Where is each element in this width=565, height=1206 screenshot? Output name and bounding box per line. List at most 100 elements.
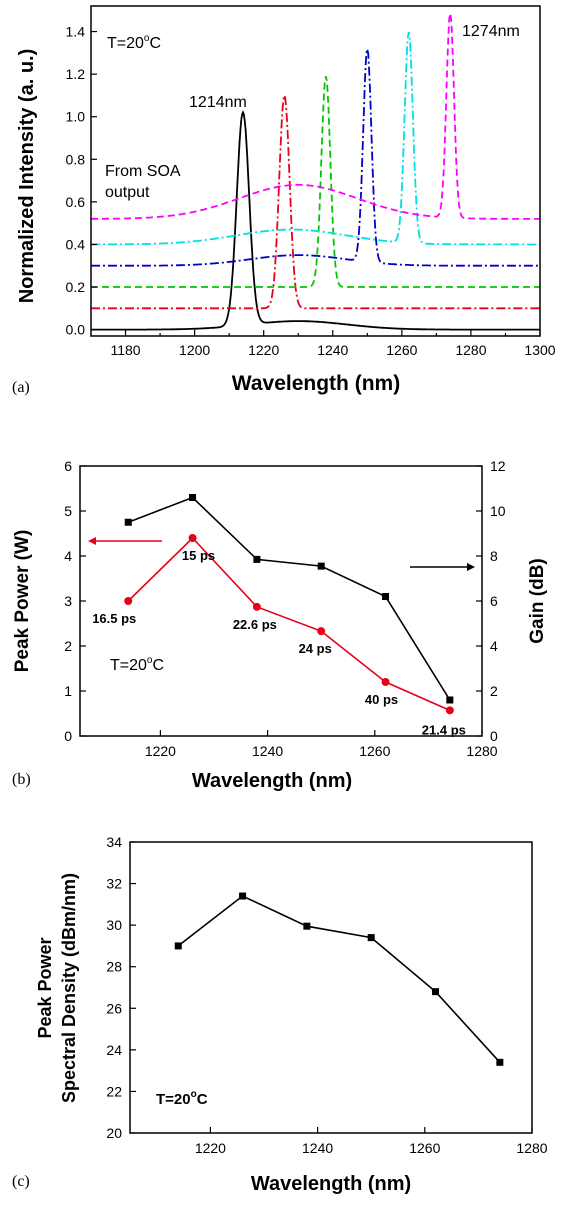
series-group-c [174,892,504,1066]
temperature-label-a: T=20oC [107,33,161,52]
x-axis-title-c: Wavelength (nm) [251,1173,411,1195]
y-tick-label-c: 20 [106,1125,122,1141]
gain-line [127,496,451,701]
plot-frame-b [79,465,483,737]
pulse-width-label: 40 ps [365,692,398,707]
panel-label-b: (b) [12,771,31,788]
psd-point [239,892,247,900]
pulse-width-label: 15 ps [182,548,215,563]
gain-point [189,494,197,501]
x-tick-label-a: 1280 [455,342,486,358]
panel-label-c: (c) [12,1173,30,1190]
spectrum-line-1250 [91,48,540,267]
y-tick-label-b: 1 [64,683,72,699]
y-tick-label-b: 2 [64,638,72,654]
x-tick-label-a: 1240 [317,342,348,358]
peak-power-line [127,536,451,712]
soa-label-line2: output [105,184,150,201]
panel-label-a: (a) [12,379,30,396]
spectra-series-group [91,13,540,331]
x-tick-label-a: 1220 [248,342,279,358]
y2-tick-label-b: 2 [490,683,498,699]
x-tick-label-b: 1240 [252,743,283,759]
temperature-label-b: T=20oC [110,655,164,674]
pulse-width-label: 16.5 ps [92,611,136,626]
y-tick-label-a: 1.0 [66,109,86,125]
chart-a: 1180 1200 1220 1240 1260 1280 1300 0.0 0.2 0.4 0.6… [12,5,556,396]
spectrum-line-1214 [91,109,540,331]
pulse-width-label: 22.6 ps [233,617,277,632]
x-tick-label-a: 1200 [179,342,210,358]
y2-tick-label-b: 6 [490,593,498,609]
y2-tick-label-b: 4 [490,638,498,654]
psd-point [367,934,375,942]
y2-tick-label-b: 8 [490,548,498,564]
y-tick-label-a: 0.4 [66,236,86,252]
axis-ticks-a: 1180 1200 1220 1240 1260 1280 1300 0.0 0.2 0.4 0.6… [66,24,556,358]
y-tick-label-c: 26 [106,1000,122,1016]
x-axis-title-a: Wavelength (nm) [232,372,400,395]
spectrum-line-1238 [91,76,540,288]
pulse-width-label: 24 ps [299,641,332,656]
pulse-width-label: 21.4 ps [422,722,466,737]
x-axis-title-b: Wavelength (nm) [192,770,352,792]
peak-power-point [124,597,133,605]
y-tick-label-b: 5 [64,503,72,519]
y-tick-label-c: 22 [106,1083,122,1099]
y-tick-label-c: 28 [106,959,122,975]
left-axis-arrow-head [88,537,96,545]
plot-frame-c [129,841,533,1134]
x-tick-label-b: 1280 [466,743,497,759]
soa-label-line1: From SOA [105,163,181,180]
peak-power-point [381,678,390,686]
psd-line [177,895,501,1063]
gain-point [446,696,454,704]
temperature-label-c: T=20oC [156,1089,208,1108]
y-tick-label-a: 1.2 [66,66,86,82]
x-tick-label-b: 1260 [359,743,390,759]
peak-power-point [445,706,454,715]
peak-label-1274: 1274nm [462,23,520,40]
gain-point [317,562,325,570]
psd-point [432,988,440,996]
y2-tick-label-b: 12 [490,458,506,474]
x-tick-label-c: 1280 [516,1140,547,1156]
y-axis-title-a: Normalized Intensity (a. u.) [16,49,38,303]
y-tick-label-a: 0.2 [66,279,86,295]
gain-point [382,593,390,600]
peak-power-point [317,627,326,636]
peak-label-1214: 1214nm [189,94,247,111]
x-tick-label-a: 1260 [386,342,417,358]
y-axis-title-c-line2: Spectral Density (dBm/nm) [59,873,79,1103]
y-tick-label-b: 3 [64,593,72,609]
y-tick-label-a: 0.0 [66,322,86,338]
y-tick-label-c: 32 [106,876,122,892]
right-axis-arrow-head [467,563,475,571]
y-tick-label-c: 30 [106,917,122,933]
gain-point [124,518,132,526]
peak-power-point [252,602,261,611]
x-tick-label-a: 1300 [524,342,555,358]
x-tick-label-c: 1240 [302,1140,333,1156]
series-group-b: 16.5 ps 15 ps 22.6 ps 24 ps 40 ps 21.4 ps [92,494,466,737]
peak-power-point [188,534,197,542]
psd-point [174,942,182,950]
y-tick-label-b: 6 [64,458,72,474]
y-tick-label-a: 0.8 [66,151,86,167]
y2-axis-title-b: Gain (dB) [527,558,548,644]
x-tick-label-c: 1260 [409,1140,440,1156]
y2-tick-label-b: 10 [490,503,506,519]
x-tick-label-a: 1180 [110,342,140,358]
plot-frame-a [90,5,541,337]
y-tick-label-a: 1.4 [66,24,86,40]
x-tick-label-c: 1220 [195,1140,226,1156]
y-axis-title-b: Peak Power (W) [12,530,33,673]
psd-point [496,1058,504,1066]
y-tick-label-b: 0 [64,728,72,744]
x-tick-label-b: 1220 [145,743,176,759]
spectrum-line-1262 [91,31,540,246]
axis-ticks-c: 1220 1240 1260 1280 20 22 24 26 28 30 32 34 [106,834,547,1156]
